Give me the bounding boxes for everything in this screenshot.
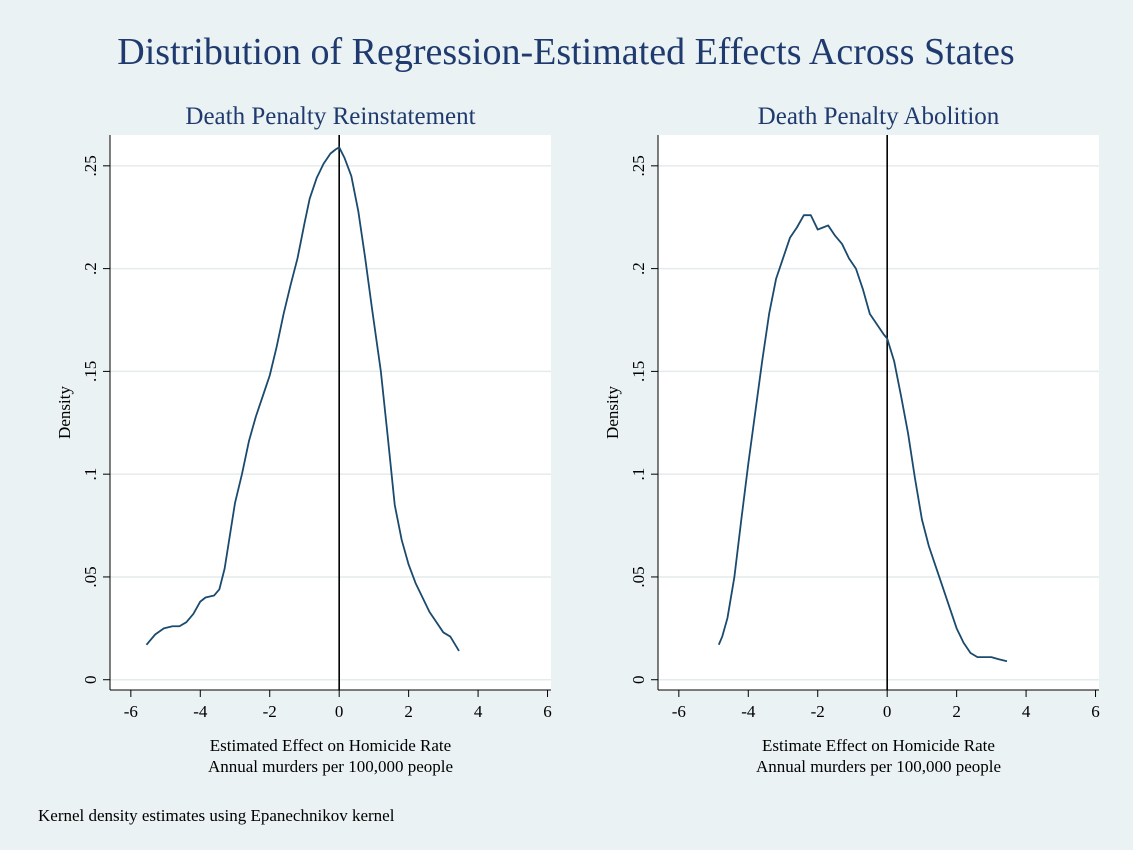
panel-reinstatement: 0 .05 .1 .15 .2 .25 -6 -4 -2 0 2 4 6 Death Penalty Re… [55, 103, 552, 776]
x-tick-label: -2 [263, 702, 277, 721]
x-tick-label: 2 [404, 702, 413, 721]
y-tick-label: .25 [81, 155, 100, 176]
x-tick-label: -4 [741, 702, 756, 721]
x-tick-label: 0 [335, 702, 344, 721]
y-tick-label: 0 [629, 675, 648, 684]
x-tick-label: -6 [672, 702, 686, 721]
y-tick-label: .05 [81, 566, 100, 587]
x-tick-label: 4 [1022, 702, 1031, 721]
y-axis-label: Density [603, 386, 622, 439]
x-tick-label: 6 [543, 702, 552, 721]
x-axis-sublabel: Annual murders per 100,000 people [756, 757, 1001, 776]
y-axis-label: Density [55, 386, 74, 439]
x-axis-sublabel: Annual murders per 100,000 people [208, 757, 453, 776]
y-tick-label: .2 [81, 262, 100, 275]
figure-note: Kernel density estimates using Epanechni… [38, 806, 395, 825]
panel-abolition: 0 .05 .1 .15 .2 .25 -6 -4 -2 0 2 4 6 Death Penalty Ab… [603, 103, 1100, 776]
x-axis-label: Estimate Effect on Homicide Rate [762, 736, 995, 755]
x-tick-label: -2 [811, 702, 825, 721]
density-curve [717, 214, 1008, 663]
x-tick-label: 6 [1091, 702, 1100, 721]
y-tick-label: .05 [629, 566, 648, 587]
x-tick-label: 4 [474, 702, 483, 721]
y-tick-label: .2 [629, 262, 648, 275]
y-tick-label: .1 [81, 468, 100, 481]
y-tick-label: .15 [81, 361, 100, 382]
figure-title: Distribution of Regression-Estimated Eff… [117, 31, 1014, 73]
panel-title: Death Penalty Abolition [758, 103, 1000, 130]
x-tick-label: 0 [883, 702, 892, 721]
y-tick-label: 0 [81, 675, 100, 684]
y-tick-label: .25 [629, 155, 648, 176]
y-tick-label: .1 [629, 468, 648, 481]
x-tick-label: -4 [193, 702, 208, 721]
panel-title: Death Penalty Reinstatement [185, 103, 475, 130]
y-tick-label: .15 [629, 361, 648, 382]
density-curve [145, 146, 460, 652]
x-tick-label: -6 [124, 702, 138, 721]
plot-area [110, 135, 551, 690]
x-tick-label: 2 [952, 702, 961, 721]
plot-area [658, 135, 1099, 690]
x-axis-label: Estimated Effect on Homicide Rate [210, 736, 451, 755]
